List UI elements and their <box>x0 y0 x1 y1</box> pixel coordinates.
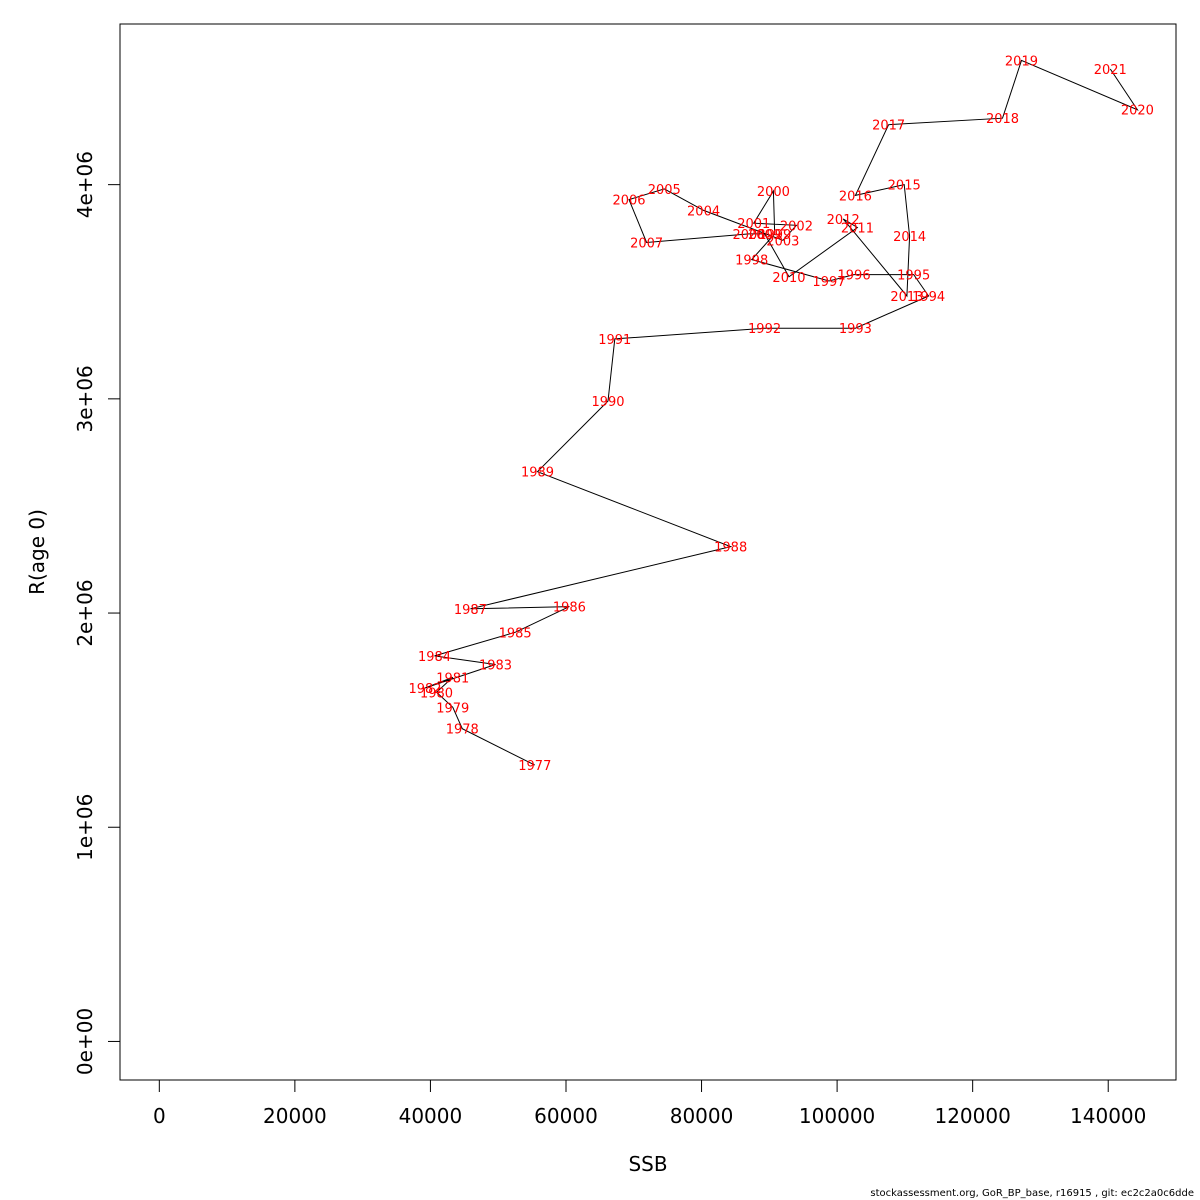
point-label-1980: 1980 <box>420 686 453 701</box>
point-label-2011: 2011 <box>841 221 874 236</box>
point-label-1998: 1998 <box>735 254 768 269</box>
series-line <box>424 59 1139 766</box>
point-label-1992: 1992 <box>748 322 781 337</box>
point-label-1987: 1987 <box>454 603 487 618</box>
y-tick-label: 3e+06 <box>73 365 97 432</box>
x-axis: 0 20000 40000 60000 80000 100000 120000 140000 <box>153 1079 1146 1128</box>
point-label-2003: 2003 <box>766 234 799 249</box>
point-label-2008: 2008 <box>732 228 765 243</box>
point-label-2002: 2002 <box>780 219 813 234</box>
point-label-2000: 2000 <box>757 185 790 200</box>
point-label-2021: 2021 <box>1094 63 1127 78</box>
x-tick-label: 0 <box>153 1104 166 1128</box>
y-tick-label: 0e+00 <box>73 1008 97 1075</box>
point-label-2006: 2006 <box>612 194 645 209</box>
point-label-2014: 2014 <box>893 230 926 245</box>
point-label-1995: 1995 <box>897 269 930 284</box>
y-tick-label: 2e+06 <box>73 579 97 646</box>
point-label-2004: 2004 <box>687 204 720 219</box>
x-tick-label: 60000 <box>534 1104 598 1128</box>
point-label-2019: 2019 <box>1005 54 1038 69</box>
x-axis-title: SSB <box>628 1152 667 1176</box>
point-label-1989: 1989 <box>521 466 554 481</box>
point-label-2013: 2013 <box>890 290 923 305</box>
y-axis: 0e+00 1e+06 2e+06 3e+06 4e+06 <box>73 151 121 1075</box>
point-label-1978: 1978 <box>446 723 479 738</box>
point-label-1979: 1979 <box>436 701 469 716</box>
point-label-2001: 2001 <box>737 217 770 232</box>
point-label-1983: 1983 <box>479 658 512 673</box>
point-label-2009: 2009 <box>748 228 781 243</box>
point-label-1981: 1981 <box>436 671 469 686</box>
point-label-1986: 1986 <box>553 601 586 616</box>
x-tick-label: 120000 <box>934 1104 1010 1128</box>
footer-credit: stockassessment.org, GoR_BP_base, r16915… <box>870 1188 1194 1199</box>
point-label-1994: 1994 <box>912 290 945 305</box>
point-label-2007: 2007 <box>630 236 663 251</box>
point-label-2012: 2012 <box>827 213 860 228</box>
point-label-1993: 1993 <box>839 322 872 337</box>
point-label-2020: 2020 <box>1121 104 1154 119</box>
x-tick-label: 20000 <box>263 1104 327 1128</box>
point-label-1991: 1991 <box>598 333 631 348</box>
point-label-2005: 2005 <box>648 183 681 198</box>
point-label-2010: 2010 <box>772 271 805 286</box>
point-label-1999: 1999 <box>758 228 791 243</box>
point-label-1984: 1984 <box>418 650 451 665</box>
x-tick-label: 100000 <box>799 1104 875 1128</box>
point-label-1985: 1985 <box>499 626 532 641</box>
x-tick-label: 140000 <box>1070 1104 1146 1128</box>
point-label-1997: 1997 <box>812 275 845 290</box>
y-axis-title: R(age 0) <box>25 509 49 595</box>
x-tick-label: 40000 <box>399 1104 463 1128</box>
x-tick-label: 80000 <box>670 1104 734 1128</box>
point-label-1990: 1990 <box>591 395 624 410</box>
point-label-1988: 1988 <box>714 541 747 556</box>
point-label-1982: 1982 <box>408 682 441 697</box>
point-label-1996: 1996 <box>838 269 871 284</box>
y-tick-label: 4e+06 <box>73 151 97 218</box>
point-label-2016: 2016 <box>839 189 872 204</box>
point-label-2017: 2017 <box>872 119 905 134</box>
point-label-2018: 2018 <box>986 112 1019 127</box>
y-tick-label: 1e+06 <box>73 794 97 861</box>
point-label-1977: 1977 <box>518 759 551 774</box>
point-label-2015: 2015 <box>888 179 921 194</box>
